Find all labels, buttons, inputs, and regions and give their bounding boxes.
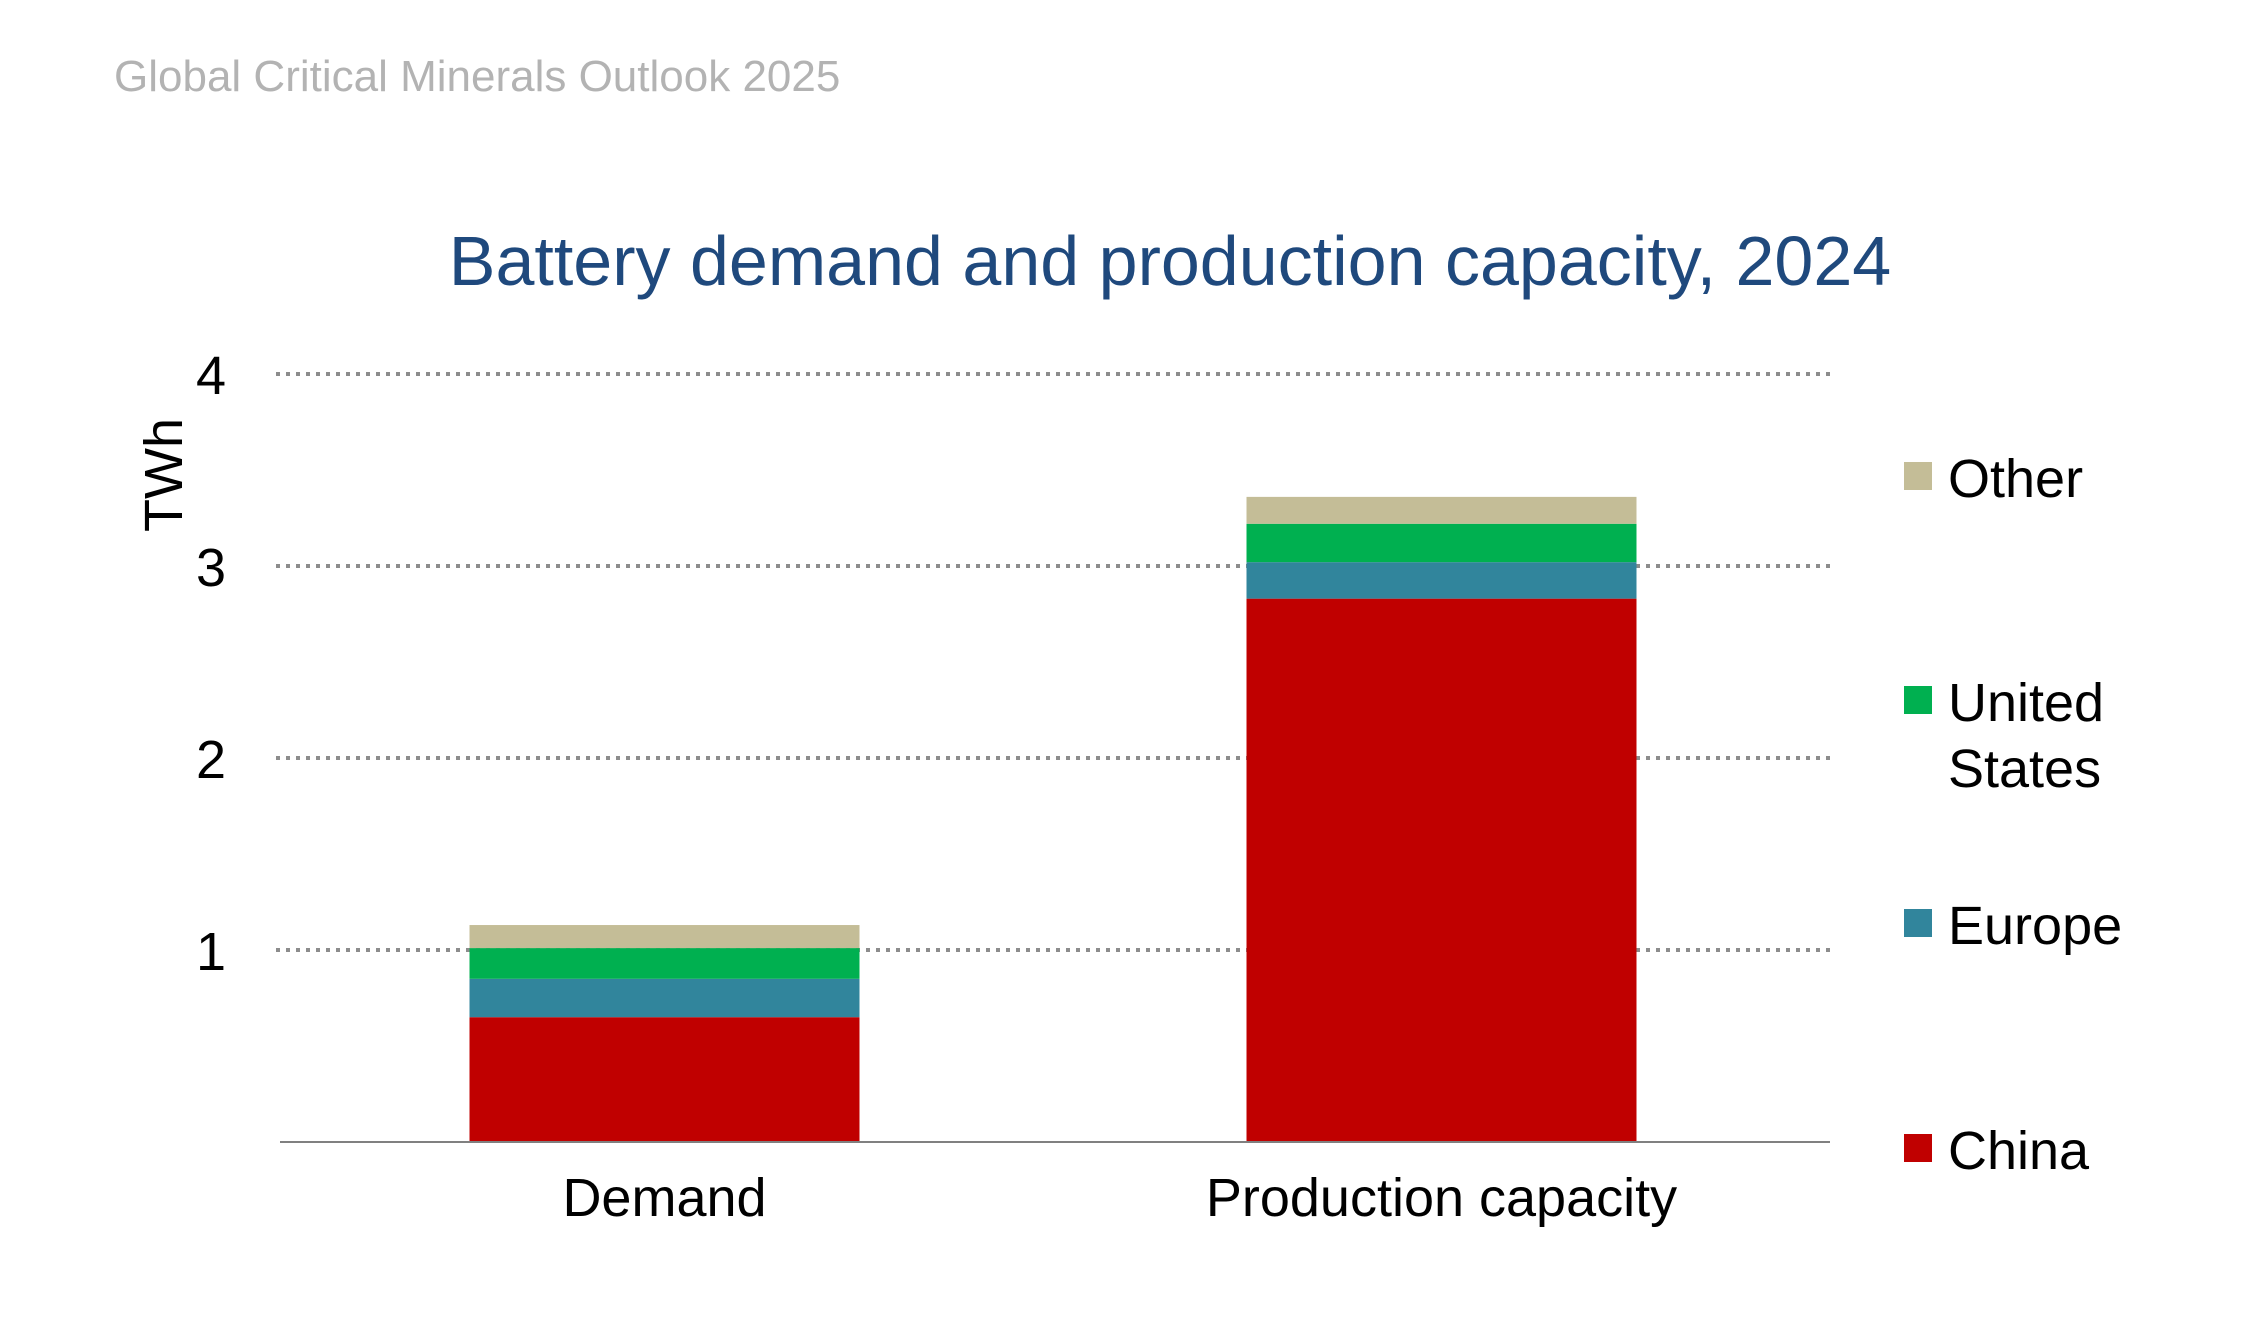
bar-demand-united-states [469, 948, 860, 979]
legend-label-united-states: United States [1948, 673, 2105, 799]
legend-swatch-china [1904, 1134, 1932, 1162]
bar-demand-other [469, 925, 860, 949]
legend-swatch-united-states [1904, 686, 1932, 714]
x-tick-label-production-capacity: Production capacity [1206, 1168, 1677, 1228]
y-tick-label-1: 1 [196, 922, 226, 982]
y-axis-label: TWh [134, 418, 194, 532]
x-tick-label-demand: Demand [562, 1168, 766, 1228]
bar-demand-china [469, 1017, 860, 1142]
legend-label-other: Other [1948, 449, 2084, 509]
legend-item-other: Other [1904, 446, 2198, 512]
legend-item-china: China [1904, 1118, 2198, 1184]
legend-item-united-states: United States [1904, 670, 2198, 802]
legend-label-europe: Europe [1948, 896, 2123, 956]
legend-swatch-europe [1904, 909, 1932, 937]
y-tick-label-3: 3 [196, 538, 226, 598]
bar-demand-europe [469, 978, 860, 1018]
y-tick-label-4: 4 [196, 346, 226, 406]
legend-label-china: China [1948, 1121, 2090, 1181]
report-title: Global Critical Minerals Outlook 2025 [114, 52, 841, 101]
bar-production-capacity-other [1246, 496, 1637, 524]
chart-title: Battery demand and production capacity, … [449, 222, 1891, 300]
y-tick-labels: 1 2 3 4 [196, 346, 226, 982]
legend-item-europe: Europe [1904, 893, 2198, 959]
legend-swatch-other [1904, 462, 1932, 490]
bar-production-capacity-united-states [1246, 523, 1637, 563]
y-tick-label-2: 2 [196, 730, 226, 790]
bars [469, 496, 1637, 1142]
x-tick-labels: Demand Production capacity [562, 1168, 1677, 1228]
bar-production-capacity-europe [1246, 562, 1637, 599]
bar-production-capacity-china [1246, 598, 1637, 1142]
